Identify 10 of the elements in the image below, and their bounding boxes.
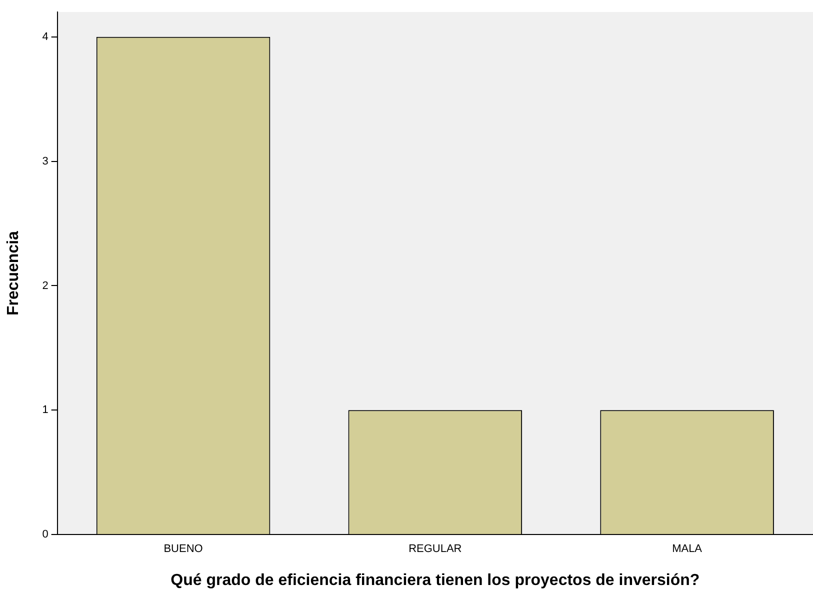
x-tick-label: REGULAR	[408, 543, 462, 556]
y-axis-title: Frecuencia	[5, 230, 22, 316]
x-tick-label: MALA	[672, 543, 703, 556]
y-tick-label: 0	[42, 528, 48, 541]
x-axis-title: Qué grado de eficiencia financiera tienen los proyectos de inversión?	[170, 572, 700, 589]
y-tick-label: 2	[42, 280, 48, 292]
y-tick-label: 4	[42, 30, 48, 43]
y-tick-label: 3	[42, 155, 48, 168]
x-tick-label: BUENO	[164, 543, 204, 556]
y-tick-label: 1	[42, 404, 48, 416]
